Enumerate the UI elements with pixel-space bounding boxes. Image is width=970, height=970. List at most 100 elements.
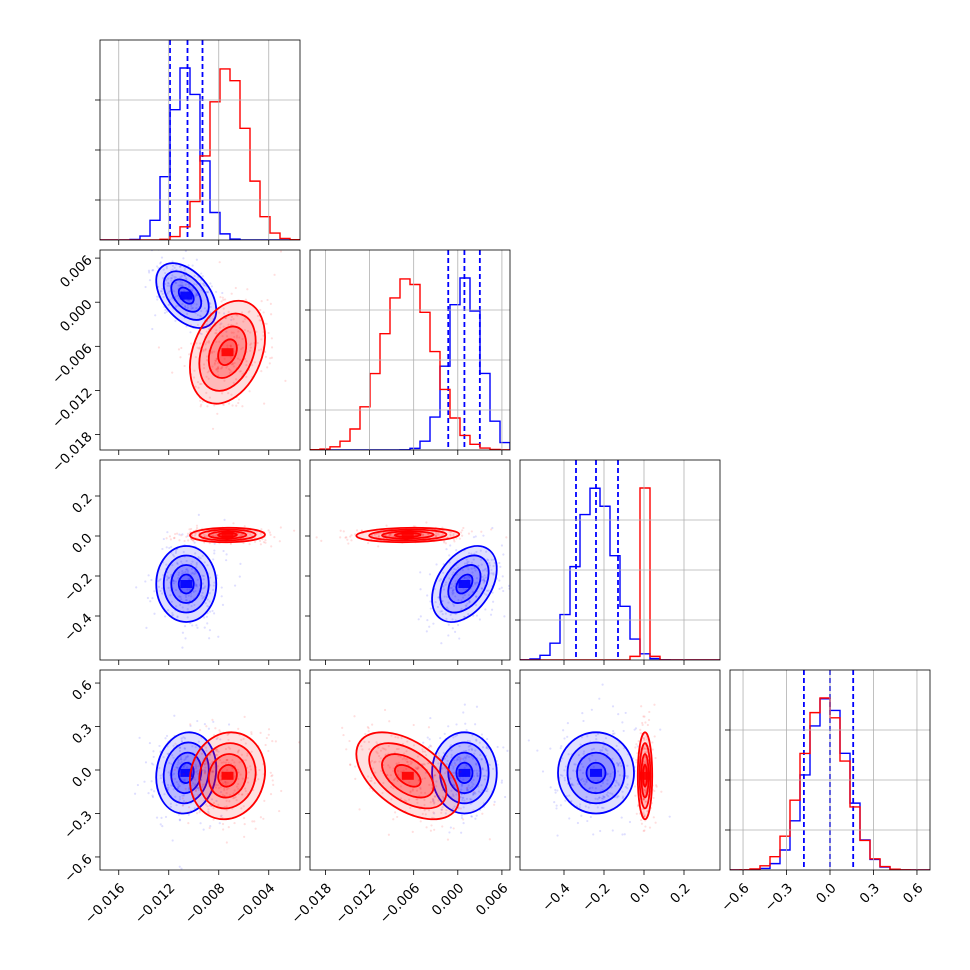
- sample-point: [498, 561, 501, 565]
- sample-point: [194, 584, 197, 587]
- sample-point: [240, 347, 243, 351]
- sample-point: [226, 344, 229, 347]
- sample-point: [486, 737, 489, 741]
- sample-point: [208, 628, 212, 632]
- sample-point: [201, 275, 204, 278]
- sample-point: [394, 735, 397, 739]
- sample-point: [246, 781, 250, 784]
- sample-point: [183, 364, 186, 368]
- sample-point: [237, 750, 240, 753]
- sample-point: [214, 753, 217, 757]
- sample-point: [480, 530, 483, 533]
- sample-point: [457, 598, 460, 602]
- sample-point: [195, 812, 199, 815]
- sample-point: [580, 762, 583, 766]
- sample-point: [453, 771, 456, 774]
- sample-point: [639, 732, 642, 735]
- sample-point: [453, 630, 457, 634]
- sample-point: [194, 778, 197, 781]
- sample-point: [155, 295, 159, 298]
- sample-point: [233, 761, 236, 764]
- sample-point: [180, 560, 183, 563]
- sample-point: [216, 736, 219, 739]
- density-contour: [170, 564, 203, 604]
- sample-point: [549, 747, 552, 750]
- sample-point: [435, 534, 438, 537]
- sample-point: [615, 761, 619, 765]
- sample-point: [184, 595, 188, 599]
- sample-point: [429, 801, 432, 804]
- sample-point: [396, 769, 400, 773]
- sample-point: [439, 578, 443, 581]
- sample-point: [486, 790, 489, 793]
- sample-point: [462, 796, 465, 799]
- sample-point: [462, 711, 465, 714]
- sample-point: [205, 323, 209, 326]
- sample-point: [354, 777, 357, 780]
- sample-point: [258, 768, 261, 772]
- sample-point: [205, 760, 208, 763]
- sample-point: [157, 585, 161, 588]
- sample-point: [199, 342, 202, 345]
- sample-point: [440, 808, 444, 811]
- sample-point: [210, 350, 214, 353]
- sample-point: [378, 760, 381, 763]
- sample-point: [412, 525, 416, 528]
- sample-point: [201, 574, 204, 577]
- sample-point: [556, 789, 559, 792]
- sample-point: [161, 287, 164, 290]
- sample-point: [190, 567, 194, 570]
- sample-point: [182, 764, 185, 768]
- sample-point: [596, 733, 600, 736]
- sample-point: [409, 760, 412, 763]
- sample-point: [659, 728, 662, 731]
- sample-point: [191, 264, 194, 267]
- axes-frame: [309, 459, 511, 661]
- sample-point: [230, 363, 233, 366]
- y-tick-label: 0.0: [69, 764, 96, 791]
- sample-point: [459, 776, 462, 780]
- sample-point: [201, 769, 204, 772]
- sample-point: [174, 306, 177, 309]
- sample-point: [173, 290, 176, 293]
- density-peak: [590, 768, 602, 777]
- sample-point: [147, 574, 150, 577]
- sample-point: [443, 772, 447, 775]
- sample-point: [442, 751, 445, 755]
- sample-point: [600, 806, 604, 809]
- sample-point: [235, 799, 238, 802]
- y-tick-label: −0.2: [61, 570, 95, 604]
- sample-point: [278, 540, 281, 543]
- sample-point: [646, 809, 649, 813]
- sample-point: [176, 763, 179, 766]
- sample-point: [485, 746, 489, 749]
- sample-point: [256, 314, 259, 318]
- sample-point: [466, 561, 469, 564]
- y-tick-label: 0.3: [69, 721, 96, 748]
- axes-frame: [99, 249, 301, 451]
- sample-point: [559, 773, 562, 777]
- sample-point: [433, 812, 436, 815]
- sample-point: [206, 805, 209, 808]
- sample-point: [216, 370, 219, 373]
- sample-point: [220, 392, 224, 395]
- sample-point: [460, 599, 463, 602]
- sample-point: [568, 817, 571, 820]
- sample-point: [451, 589, 455, 593]
- sample-point: [402, 769, 405, 772]
- sample-point: [395, 762, 398, 765]
- sample-point: [181, 302, 184, 306]
- sample-point: [271, 774, 274, 777]
- sample-point: [621, 833, 624, 836]
- sample-point: [578, 806, 581, 809]
- sample-point: [454, 735, 457, 738]
- sample-point: [212, 807, 215, 810]
- sample-point: [241, 777, 244, 780]
- sample-point: [549, 786, 552, 789]
- sample-point: [644, 747, 647, 750]
- sample-point: [590, 708, 593, 711]
- sample-point: [491, 526, 494, 530]
- sample-point: [214, 535, 217, 538]
- axes-frame: [309, 249, 511, 451]
- sample-point: [379, 749, 383, 752]
